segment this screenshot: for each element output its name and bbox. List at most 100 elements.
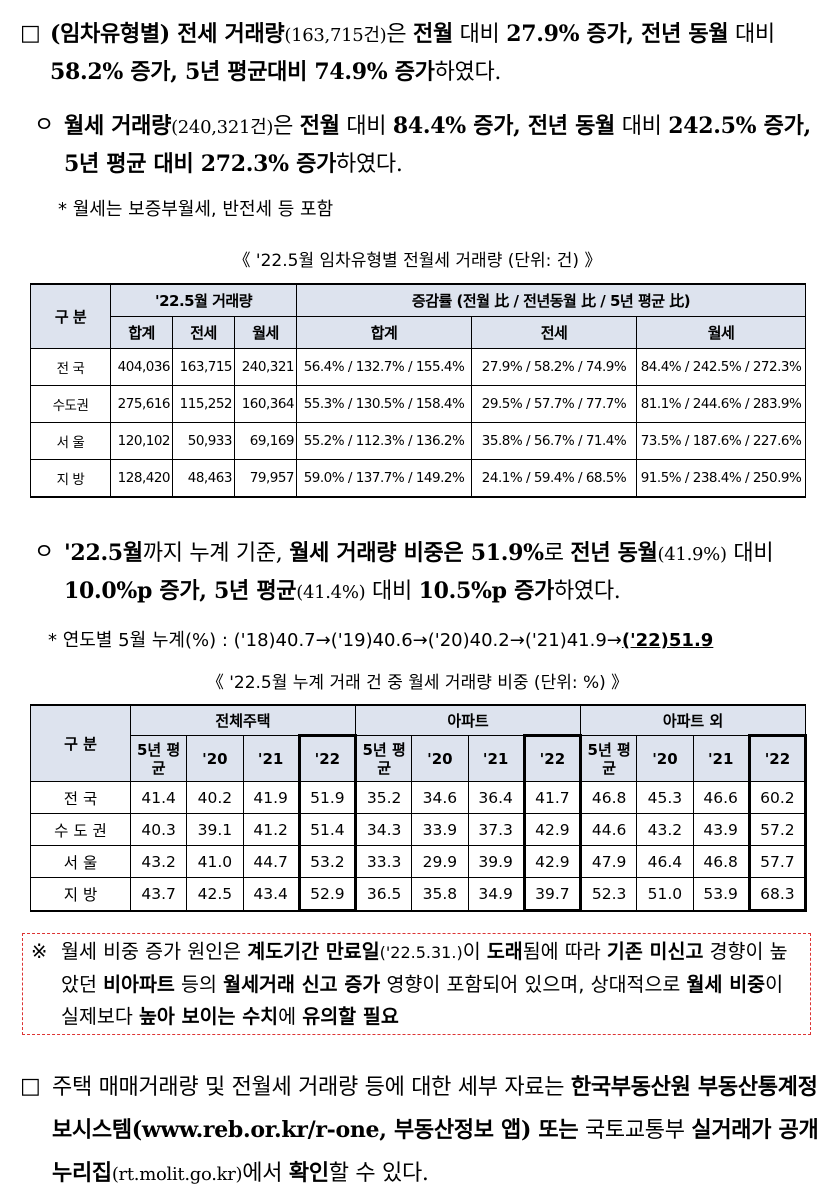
table-title: 《 '22.5월 누계 거래 건 중 월세 거래량 비중 (단위: %) 》 <box>206 673 629 693</box>
paragraph: ㅇ '22.5월까지 누계 기준, 월세 거래량 비중은 51.9%로 전년 동… <box>34 535 824 611</box>
table-cell: 60.2 <box>747 781 808 814</box>
header-cell: '21 <box>467 735 525 782</box>
table-cell: 29.5% / 57.7% / 77.7% <box>471 385 638 423</box>
table-cell: 404,036 <box>110 348 173 386</box>
footnote: * 연도별 5월 누계(%) : ('18)40.7→('19)40.6→('2… <box>48 626 713 652</box>
text: 이 <box>462 940 487 963</box>
table-cell: 41.0 <box>186 845 244 878</box>
text: 월세 거래량 <box>64 113 172 139</box>
table-cell: 81.1% / 244.6% / 283.9% <box>636 385 807 423</box>
text: 전월 <box>299 113 340 139</box>
text: 월세거래 신고 증가 <box>223 973 381 996</box>
table-cell: 41.9 <box>242 781 300 814</box>
table-cell: 43.7 <box>129 877 188 911</box>
table-cell: 69,169 <box>233 422 298 460</box>
header-cell: 5년 평균 <box>580 735 638 782</box>
table-cell: 46.8 <box>580 781 638 814</box>
text: 대비 <box>728 22 775 47</box>
header-cell: '22 <box>522 734 583 782</box>
header-cell: 합계 <box>296 316 473 349</box>
table-cell: 36.4 <box>467 781 525 814</box>
header-cell: 구 분 <box>30 704 131 782</box>
table-cell: 29.9 <box>411 845 469 878</box>
table-cell: 37.3 <box>467 813 525 846</box>
table-cell: 35.8% / 56.7% / 71.4% <box>471 422 638 460</box>
text: 이 실제보다 <box>61 973 784 1028</box>
text: 월세 비중 <box>686 973 766 996</box>
table-cell: 50,933 <box>172 422 235 460</box>
header-cell: '22 <box>747 734 808 782</box>
table-row: 수 도 권 40.3 39.1 41.2 51.4 34.3 33.9 37.3 42.9 44.… <box>30 813 808 846</box>
table-cell: 51.0 <box>636 877 694 911</box>
table-row: 구 분 전체주택 아파트 아파트 외 <box>30 704 807 782</box>
text: ㅇ <box>34 113 54 138</box>
text: 까지 누계 기준, <box>142 541 290 566</box>
table-row: 지 방 43.7 42.5 43.4 52.9 36.5 35.8 34.9 39.7 52.3 5… <box>30 877 808 912</box>
text: (163,715건) <box>284 25 387 46</box>
text: (240,321건) <box>171 117 274 138</box>
text: 월세 거래량 비중은 51.9% <box>289 540 544 566</box>
table-cell: 55.3% / 130.5% / 158.4% <box>296 385 473 423</box>
text: 비아파트 <box>103 973 175 996</box>
text: 58.2% 증가, 5년 평균대비 74.9% 증가 <box>50 59 435 85</box>
table-cell: 73.5% / 187.6% / 227.6% <box>636 422 807 460</box>
text: 할 수 있다. <box>328 1161 429 1186</box>
table-cell: 33.3 <box>355 845 413 878</box>
table-cell: 68.3 <box>747 877 808 912</box>
header-cell: '20 <box>636 735 694 782</box>
text: '22.5월 <box>64 540 143 566</box>
text: (41.9%) <box>657 544 727 565</box>
table-cell: 46.6 <box>692 781 750 814</box>
text: 전월 <box>413 21 453 47</box>
header-cell: 전세 <box>471 316 638 349</box>
text: 에서 <box>242 1161 289 1186</box>
table: 구 분 '22.5월 거래량 증감률 (전월 比 / 전년동월 比 / 5년 평균 … <box>30 283 807 498</box>
text: 대비 <box>365 579 419 604</box>
header-cell: '20 <box>411 735 469 782</box>
table-cell: 240,321 <box>233 348 298 386</box>
table-cell: 46.8 <box>692 845 750 878</box>
table-cell: 48,463 <box>172 459 235 498</box>
table-row: 서 울 43.2 41.0 44.7 53.2 33.3 29.9 39.9 42.9 47.9 4… <box>30 845 808 878</box>
text: 주택 매매거래량 및 전월세 거래량 등에 대한 세부 자료는 <box>52 1075 571 1100</box>
table-cell: 41.7 <box>522 781 583 814</box>
notice-box: ※ 월세 비중 증가 원인은 계도기간 만료일('22.5.31.)이 도래됨에… <box>22 933 811 1035</box>
table-cell: 84.4% / 242.5% / 272.3% <box>636 348 807 386</box>
header-cell: '22 <box>297 734 358 782</box>
text: 은 <box>273 114 300 139</box>
header-cell: '20 <box>186 735 244 782</box>
header-cell: 월세 <box>636 316 807 349</box>
table-cell: 52.3 <box>580 877 638 911</box>
row-label: 서 울 <box>30 845 131 878</box>
text: 월세 비중 증가 원인은 <box>61 940 248 963</box>
table-cell: 44.7 <box>242 845 300 878</box>
table-row: 합계 전세 월세 합계 전세 월세 <box>31 316 807 349</box>
text: 높아 보이는 수치 <box>138 1005 279 1028</box>
text: * <box>48 630 57 651</box>
table-cell: 59.0% / 137.7% / 149.2% <box>296 459 473 498</box>
footnote: * 월세는 보증부월세, 반전세 등 포함 <box>58 195 333 221</box>
table-cell: 34.6 <box>411 781 469 814</box>
table-title: 《 '22.5월 임차유형별 전월세 거래량 (단위: 건) 》 <box>233 251 602 271</box>
text: 기존 미신고 <box>606 940 704 963</box>
text: 됨에 따라 <box>522 940 607 963</box>
text: 대비 <box>339 114 393 139</box>
text: * <box>58 199 67 220</box>
row-label: 지 방 <box>30 877 131 911</box>
text: 242.5% 증가, 5년 평균 대비 272.3% 증가 <box>64 113 811 177</box>
text: 도래 <box>486 940 523 963</box>
header-cell: 증감률 (전월 比 / 전년동월 比 / 5년 평균 比) <box>296 283 807 317</box>
text: ('22)51.9 <box>621 630 714 651</box>
table-cell: 43.2 <box>636 813 694 846</box>
table-cell: 34.9 <box>467 877 525 911</box>
table-cell: 45.3 <box>636 781 694 814</box>
text: 하였다. <box>336 152 403 177</box>
header-cell: 전세 <box>172 316 235 349</box>
text: 대비 <box>452 22 507 47</box>
table-cell: 42.5 <box>186 877 244 911</box>
text: 실거래가 공개 누리집 <box>52 1117 819 1186</box>
table-cell: 39.7 <box>522 877 583 912</box>
header-cell: 합계 <box>110 316 173 349</box>
row-label: 수도권 <box>30 385 111 423</box>
text: (41.4%) <box>296 582 366 603</box>
